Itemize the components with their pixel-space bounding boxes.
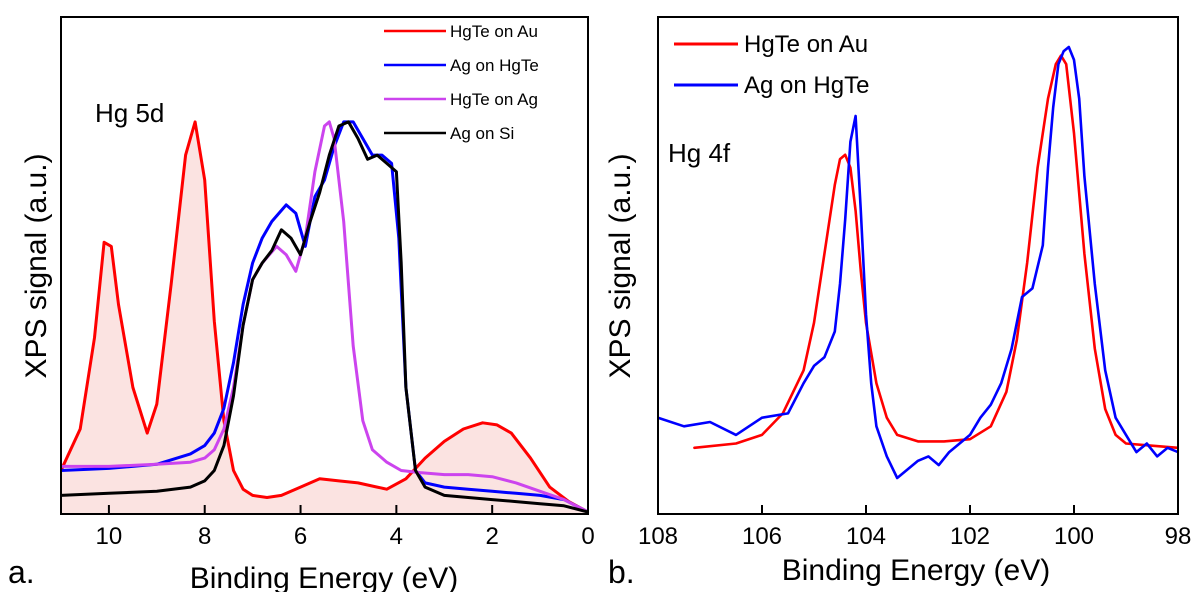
legend-label-ag-on-hgte: Ag on HgTe bbox=[450, 56, 539, 75]
x-tick-label: 104 bbox=[846, 523, 886, 550]
series-line-ag-on-hgte bbox=[658, 45, 1178, 480]
x-tick-label: 100 bbox=[1054, 523, 1094, 550]
legend-label-hgte-on-au: HgTe on Au bbox=[744, 31, 868, 58]
series-line-ag-on-si bbox=[61, 120, 588, 514]
panel-a-x-axis-title: Binding Energy (eV) bbox=[190, 562, 458, 592]
legend-label-ag-on-si: Ag on Si bbox=[450, 124, 514, 143]
panel-a-legend: HgTe on Au Ag on HgTe HgTe on Ag Ag on Si bbox=[384, 22, 539, 143]
legend-label-hgte-on-ag: HgTe on Ag bbox=[450, 90, 538, 109]
legend-label-ag-on-hgte: Ag on HgTe bbox=[744, 72, 869, 99]
x-tick-label: 0 bbox=[581, 523, 594, 550]
x-tick-label: 8 bbox=[198, 523, 211, 550]
panel-a-y-axis-title: XPS signal (a.u.) bbox=[20, 153, 53, 378]
panel-b-annotation: Hg 4f bbox=[668, 138, 731, 168]
x-tick-label: 98 bbox=[1165, 523, 1192, 550]
x-tick-label: 4 bbox=[390, 523, 403, 550]
panel-a-annotation: Hg 5d bbox=[95, 98, 164, 128]
panel-a-x-ticks: 10 8 6 4 2 0 bbox=[96, 505, 595, 550]
panel-b-x-ticks: 108 106 104 102 100 98 bbox=[638, 505, 1191, 550]
x-tick-label: 10 bbox=[96, 523, 123, 550]
x-tick-label: 6 bbox=[294, 523, 307, 550]
series-line-hgte-on-ag bbox=[61, 120, 588, 514]
panel-b-legend: HgTe on Au Ag on HgTe bbox=[674, 31, 869, 99]
panel-b-letter: b. bbox=[608, 554, 635, 590]
series-fill-hgte-on-au bbox=[61, 121, 588, 514]
panel-a-series bbox=[61, 120, 588, 514]
panel-b-y-axis-title: XPS signal (a.u.) bbox=[604, 153, 637, 378]
panel-b-frame bbox=[657, 16, 1179, 515]
x-tick-label: 108 bbox=[638, 523, 678, 550]
x-tick-label: 2 bbox=[486, 523, 499, 550]
panel-a-letter: a. bbox=[8, 554, 35, 590]
x-tick-label: 102 bbox=[950, 523, 990, 550]
panel-b-series bbox=[658, 45, 1178, 480]
panel-b-background bbox=[658, 17, 1178, 514]
series-line-hgte-on-au bbox=[61, 120, 588, 514]
x-tick-label: 106 bbox=[742, 523, 782, 550]
legend-label-hgte-on-au: HgTe on Au bbox=[450, 22, 538, 41]
panel-a-frame bbox=[60, 16, 589, 515]
panel-a-fills bbox=[61, 121, 588, 514]
series-line-hgte-on-au bbox=[693, 54, 1178, 450]
panel-b-x-axis-title: Binding Energy (eV) bbox=[782, 554, 1050, 587]
panel-b: 108 106 104 102 100 98 Hg 4f HgTe on Au Ag on … bbox=[604, 16, 1191, 590]
